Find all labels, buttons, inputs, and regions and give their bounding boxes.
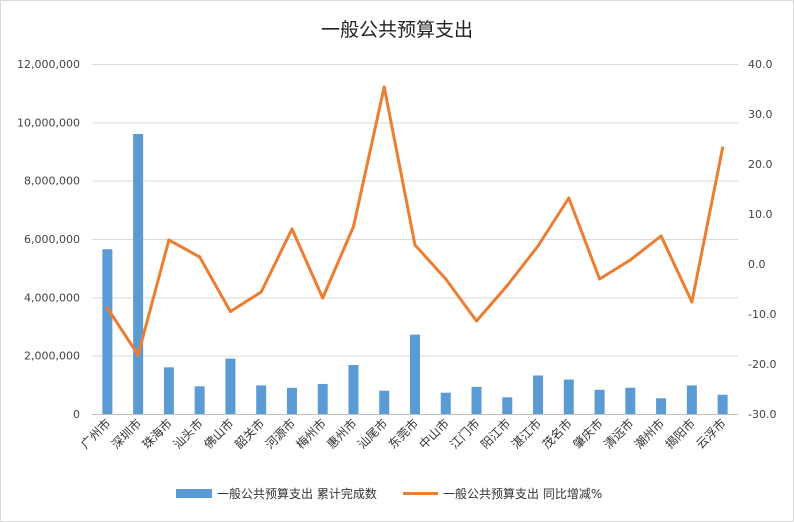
y-right-tick-label: 0.0: [748, 258, 766, 271]
line-point: [382, 85, 386, 89]
chart-title: 一般公共预算支出: [321, 19, 473, 41]
y-right-tick-label: 20.0: [748, 158, 773, 171]
bar: [410, 334, 420, 414]
bar: [133, 134, 144, 414]
line-point: [567, 196, 571, 200]
line-point: [290, 227, 294, 231]
line-point: [136, 353, 140, 357]
bar: [717, 394, 728, 414]
legend-swatch-bar: [176, 489, 212, 498]
y-left-tick-label: 8,000,000: [24, 175, 80, 188]
bar: [502, 397, 513, 414]
bar: [686, 385, 697, 414]
legend-label-line: 一般公共预算支出 同比增减%: [443, 486, 602, 501]
right-axis: -30.0 -20.0 -10.0 0.0 10.0 20.0 30.0 40.0: [748, 58, 776, 421]
bar: [440, 392, 451, 414]
line-point: [167, 238, 171, 242]
y-left-tick-label: 6,000,000: [24, 233, 80, 246]
line-point: [444, 277, 448, 281]
line-point: [628, 258, 632, 262]
bar: [102, 249, 113, 414]
bar: [194, 386, 205, 414]
y-right-tick-label: 40.0: [748, 58, 773, 71]
line-point: [351, 225, 355, 228]
bar: [656, 398, 667, 414]
line-point: [105, 306, 109, 310]
bar: [163, 367, 174, 414]
y-left-tick-label: 10,000,000: [17, 116, 80, 129]
bar: [533, 375, 544, 414]
bar: [317, 383, 328, 414]
bar: [594, 389, 605, 414]
y-left-tick-label: 0: [73, 408, 80, 421]
bar: [625, 387, 636, 414]
y-left-tick-label: 2,000,000: [24, 350, 80, 363]
line-point: [721, 146, 725, 150]
line-point: [259, 290, 263, 294]
bar: [379, 390, 390, 414]
y-right-tick-label: -30.0: [748, 408, 776, 421]
bar: [348, 365, 359, 414]
line-point: [536, 244, 540, 248]
line-point: [690, 300, 694, 304]
line-point: [228, 310, 232, 313]
y-right-tick-label: 10.0: [748, 208, 773, 221]
line-series: [105, 85, 725, 357]
y-left-tick-label: 12,000,000: [17, 58, 80, 71]
bar: [256, 385, 267, 414]
y-right-tick-label: 30.0: [748, 108, 773, 121]
bar: [286, 387, 297, 414]
grid: [92, 64, 738, 415]
line-point: [475, 319, 479, 323]
bar: [563, 379, 574, 414]
line-point: [505, 284, 509, 287]
line-point: [413, 243, 417, 247]
left-axis: 0 2,000,000 4,000,000 6,000,000 8,000,000 10,…: [17, 58, 80, 421]
bar: [471, 386, 482, 414]
legend-label-bar: 一般公共预算支出 累计完成数: [217, 486, 377, 501]
y-right-tick-label: -10.0: [748, 308, 776, 321]
line-point: [598, 277, 602, 281]
y-left-tick-label: 4,000,000: [24, 291, 80, 304]
y-right-tick-label: -20.0: [748, 358, 776, 371]
bar: [225, 358, 236, 414]
line-point: [321, 296, 325, 300]
line-point: [659, 234, 663, 238]
legend: 一般公共预算支出 累计完成数 一般公共预算支出 同比增减%: [176, 486, 602, 501]
bar-series: [102, 134, 728, 414]
line-point: [198, 255, 202, 259]
